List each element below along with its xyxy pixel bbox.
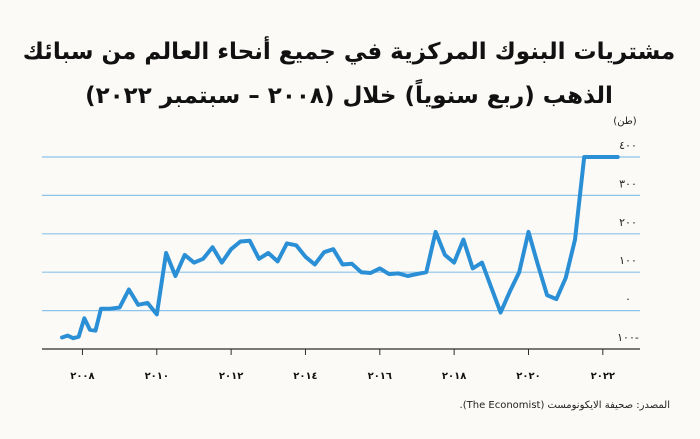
y-tick-label: ١٠٠: [619, 254, 637, 267]
y-tick-label: ٤٠٠: [619, 139, 637, 152]
x-tick-label: ٢٠١٦: [368, 371, 392, 382]
series-line-central-bank-gold: [60, 155, 620, 341]
x-tick-label: ٢٠١٢: [219, 371, 243, 382]
y-tick-label: ٠: [625, 293, 631, 306]
x-tick-label: ٢٠١٨: [442, 371, 466, 382]
gridlines: [42, 156, 640, 312]
chart-title: مشتريات البنوك المركزية في جميع أنحاء ال…: [22, 39, 676, 109]
y-axis-ticks: ١٠٠- ٠ ١٠٠ ٢٠٠ ٣٠٠ ٤٠٠: [617, 139, 639, 344]
x-axis-ticks: ٢٠٠٨ ٢٠١٠ ٢٠١٢ ٢٠١٤ ٢٠١٦ ٢٠١٨ ٢٠٢٠ ٢٠٢٢: [70, 349, 615, 382]
y-tick-label: ١٠٠-: [617, 331, 639, 344]
x-tick-label: ٢٠٢٠: [516, 371, 540, 382]
source-note: المصدر: صحيفة الايكونومست (The Economist…: [459, 400, 670, 411]
y-tick-label: ٣٠٠: [619, 177, 637, 190]
x-tick-label: ٢٠٢٢: [591, 371, 615, 382]
y-axis-unit-label: (طن): [613, 116, 636, 127]
x-tick-label: ٢٠١٤: [293, 371, 317, 382]
y-tick-label: ٢٠٠: [619, 216, 637, 229]
x-tick-label: ٢٠٠٨: [70, 371, 94, 382]
x-tick-label: ٢٠١٠: [145, 371, 169, 382]
